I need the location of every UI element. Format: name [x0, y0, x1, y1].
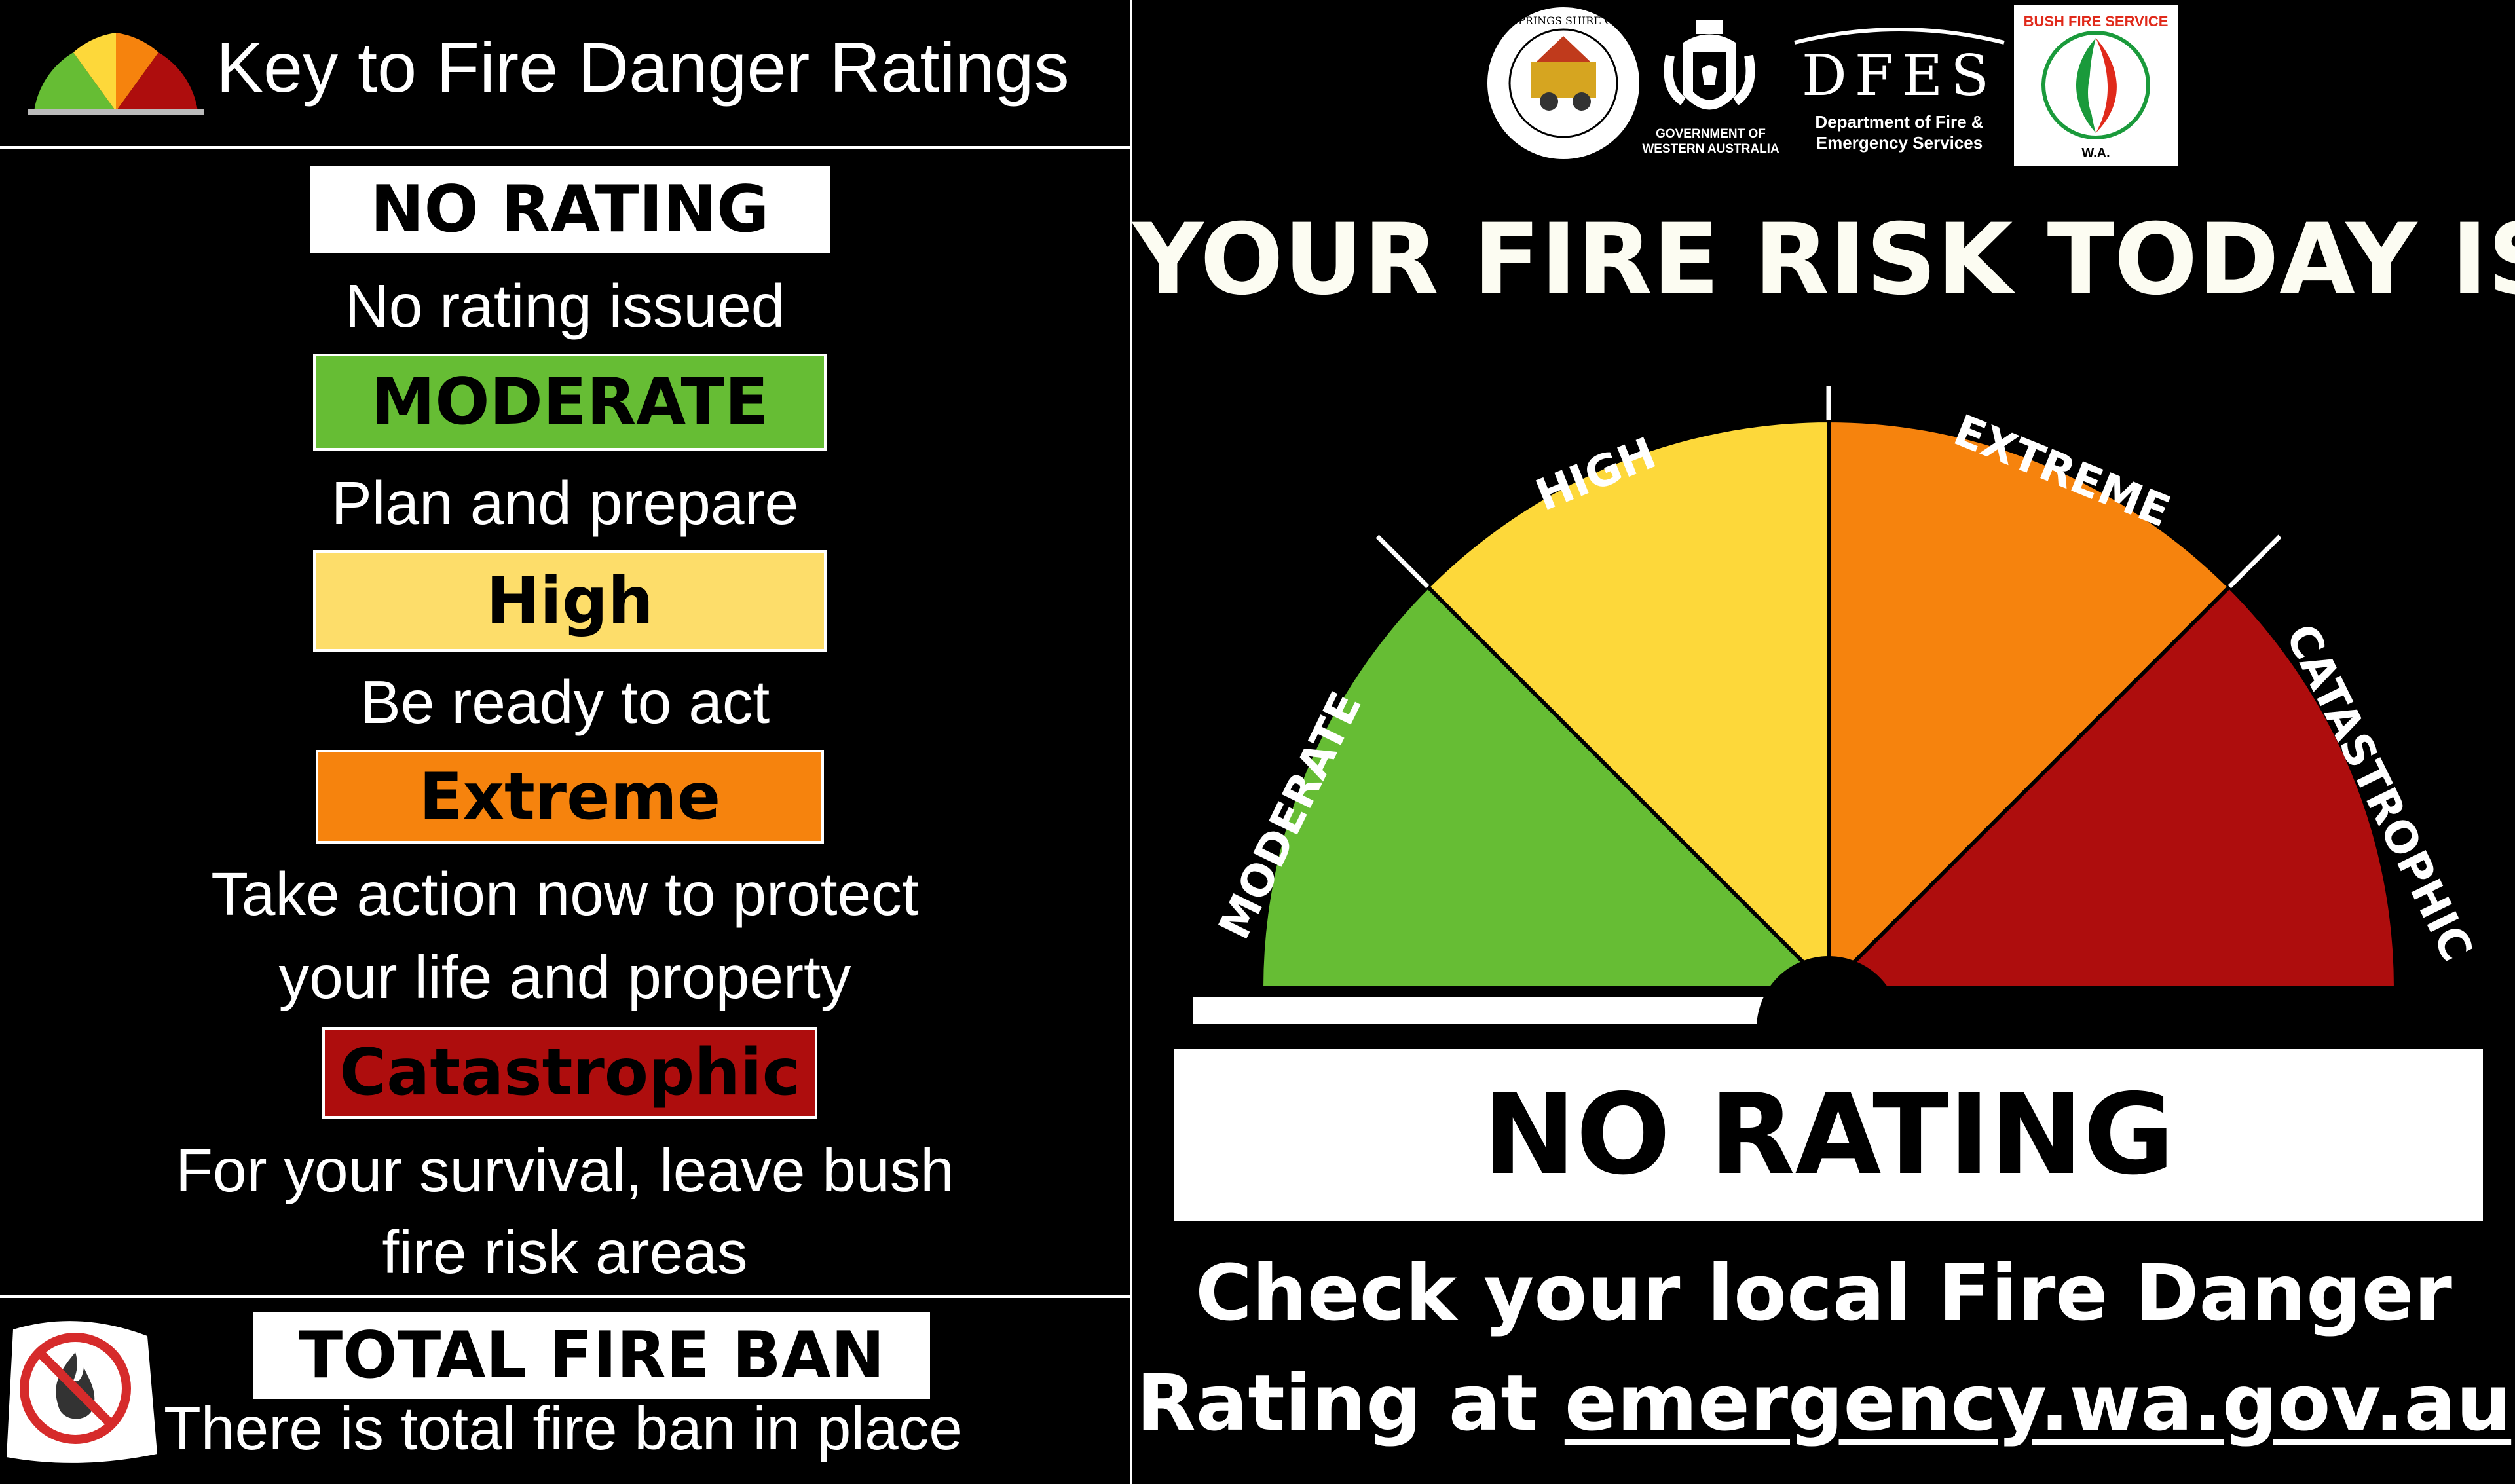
rating-box-catastrophic: Catastrophic — [322, 1027, 817, 1119]
gov-text-line1: GOVERNMENT OF — [1656, 127, 1766, 141]
rating-box-moderate: MODERATE — [313, 354, 827, 451]
gauge-sector-catastrophic — [1823, 584, 2398, 990]
footer-line1: Check your local Fire Danger — [1195, 1248, 2452, 1338]
rating-desc-catastrophic-line1: For your survival, leave bush — [176, 1136, 954, 1204]
gauge-tick — [1375, 534, 1430, 589]
gauge-sector-high — [1425, 418, 1831, 993]
gauge-sector-moderate — [1259, 584, 1834, 990]
rating-box-high: High — [313, 550, 827, 652]
rating-label: High — [486, 563, 654, 639]
rating-desc-extreme-line2: your life and property — [278, 943, 851, 1011]
rating-label: Extreme — [419, 759, 721, 834]
bfs-wa-text: W.A. — [2081, 146, 2110, 160]
total-fire-ban-label: TOTAL FIRE BAN — [299, 1318, 885, 1393]
rating-box-extreme: Extreme — [316, 750, 824, 844]
dfes-logo: DFES Department of Fire & Emergency Serv… — [1794, 28, 2005, 153]
current-rating-label: NO RATING — [1482, 1070, 2175, 1200]
gauge-tick — [2227, 534, 2282, 589]
gov-text-line2: WESTERN AUSTRALIA — [1642, 142, 1779, 156]
current-rating-banner: NO RATING — [1174, 1049, 2483, 1221]
total-fire-ban-box: TOTAL FIRE BAN — [253, 1312, 930, 1399]
gauge-sector-extreme — [1827, 418, 2233, 993]
fire-risk-headline: YOUR FIRE RISK TODAY IS — [1132, 203, 2515, 317]
fire-danger-gauge: MODERATE HIGH EXTREME CATASTROPHIC — [1193, 386, 2482, 1028]
rating-desc-catastrophic-line2: fire risk areas — [382, 1218, 748, 1286]
council-logo-text: THREE SPRINGS SHIRE COUNCIL — [1483, 14, 1644, 27]
rating-label: Catastrophic — [339, 1035, 800, 1110]
fire-danger-gauge-icon — [28, 33, 204, 115]
no-fire-icon — [7, 1321, 157, 1463]
bush-fire-service-logo: BUSH FIRE SERVICE W.A. — [2014, 5, 2178, 166]
rating-desc-extreme-line1: Take action now to protect — [211, 860, 919, 928]
dfes-text-line1: Department of Fire & — [1815, 112, 1983, 132]
rating-desc-no-rating: No rating issued — [345, 272, 785, 340]
rating-box-no-rating: NO RATING — [310, 166, 830, 253]
emergency-website-link[interactable]: emergency.wa.gov.au — [1564, 1358, 2512, 1448]
rating-desc-moderate: Plan and prepare — [331, 469, 799, 537]
divider-top — [0, 146, 1130, 149]
footer-line2-prefix: Rating at — [1136, 1358, 1565, 1448]
gauge-needle — [1193, 997, 1868, 1024]
rating-label: NO RATING — [370, 172, 770, 247]
rating-desc-high: Be ready to act — [360, 668, 770, 736]
bfs-text: BUSH FIRE SERVICE — [2024, 13, 2169, 29]
footer-line2: Rating at emergency.wa.gov.au — [1132, 1358, 2515, 1448]
divider-bottom — [0, 1295, 1130, 1298]
dfes-text-line2: Emergency Services — [1816, 133, 1983, 153]
dfes-text: DFES — [1802, 43, 1997, 109]
panel-divider — [1130, 0, 1132, 1484]
total-fire-ban-desc: There is total fire ban in place — [164, 1394, 963, 1462]
gauge-hub — [1757, 956, 1901, 1028]
wa-government-crest: GOVERNMENT OF WESTERN AUSTRALIA — [1642, 20, 1779, 156]
key-title: Key to Fire Danger Ratings — [216, 28, 1070, 107]
rating-label: MODERATE — [371, 365, 769, 439]
council-logo: THREE SPRINGS SHIRE COUNCIL — [1483, 5, 1644, 162]
